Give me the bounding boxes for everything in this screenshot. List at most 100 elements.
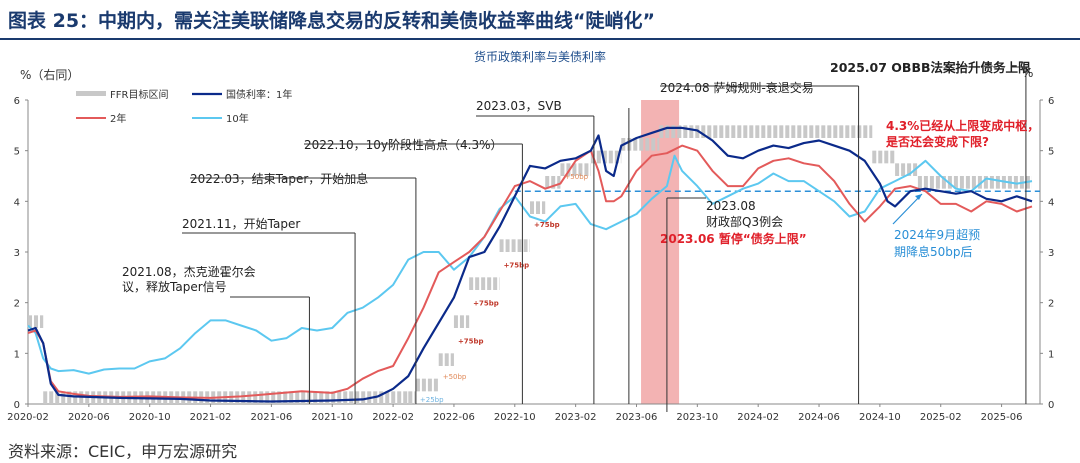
- ffr-range-block: [277, 391, 282, 404]
- title-bar: 图表 25：中期内，需关注美联储降息交易的反转和美债收益率曲线“陡峭化”: [0, 0, 1080, 40]
- ffr-range-block: [884, 150, 889, 164]
- ffr-range-block: [827, 125, 832, 138]
- ffr-range-block: [878, 150, 883, 164]
- ffr-range-block: [560, 163, 565, 176]
- ffr-range-block: [517, 239, 522, 252]
- ffr-range-block: [67, 391, 72, 404]
- annotation-red-question-line2: 是否还会变成下限?: [885, 134, 989, 149]
- hike-label: +50bp: [564, 173, 588, 181]
- ffr-range-block: [403, 391, 408, 404]
- ffr-range-block: [683, 125, 688, 138]
- ffr-range-block: [797, 125, 802, 138]
- ffr-range-block: [49, 391, 54, 404]
- hike-label: +75bp: [534, 221, 560, 229]
- ffr-range-block: [895, 163, 900, 176]
- hike-label: +75bp: [473, 300, 499, 308]
- ffr-range-block: [761, 125, 766, 138]
- ffr-range-block: [833, 125, 838, 138]
- annotation-blue-arrowhead: [915, 194, 922, 200]
- ffr-range-block: [995, 176, 1000, 189]
- ffr-range-block: [713, 125, 718, 138]
- ffr-range-block: [289, 391, 294, 404]
- x-tick-label: 2022-10: [494, 412, 536, 423]
- ffr-range-block: [505, 239, 510, 252]
- ffr-range-block: [459, 315, 464, 328]
- ffr-range-block: [545, 176, 550, 189]
- ffr-range-block: [391, 391, 396, 404]
- title-rule: [0, 38, 1080, 40]
- y-tick-label-left: 1: [14, 349, 20, 360]
- ffr-range-block: [869, 125, 873, 138]
- ffr-range-block: [414, 391, 416, 404]
- ffr-range-block: [542, 201, 546, 214]
- x-tick-label: 2024-10: [859, 412, 901, 423]
- ffr-range-block: [665, 125, 670, 138]
- ffr-range-block: [785, 125, 790, 138]
- ffr-range-block: [901, 163, 906, 176]
- ffr-range-block: [28, 315, 32, 328]
- ffr-range-block: [433, 378, 438, 392]
- ffr-range-block: [397, 391, 402, 404]
- ffr-range-block: [749, 125, 754, 138]
- ffr-range-block: [408, 391, 413, 404]
- ffr-range-block: [989, 176, 994, 189]
- hike-label: +25bp: [420, 396, 444, 404]
- ffr-range-block: [572, 163, 577, 176]
- ffr-range-block: [651, 138, 656, 151]
- ffr-range-block: [671, 125, 676, 138]
- annotation-blue-line1: 2024年9月超预: [894, 227, 980, 242]
- y-tick-label-left: 3: [14, 248, 20, 259]
- ffr-range-block: [689, 125, 694, 138]
- ffr-range-block: [657, 138, 660, 151]
- annotation-2023-08-line2: 财政部Q3例会: [706, 214, 783, 229]
- x-tick-label: 2020-06: [68, 412, 110, 423]
- ffr-range-block: [639, 138, 644, 151]
- ffr-range-block: [34, 315, 38, 328]
- ffr-range-block: [530, 201, 534, 214]
- ffr-range-block: [755, 125, 760, 138]
- ffr-range-block: [863, 125, 868, 138]
- ffr-range-block: [557, 176, 561, 189]
- ffr-range-block: [438, 353, 443, 366]
- ffr-range-block: [614, 150, 619, 164]
- y-tick-label-left: 0: [14, 400, 20, 411]
- ffr-range-block: [719, 125, 724, 138]
- y-tick-label-right: 4: [1048, 197, 1054, 208]
- ffr-range-block: [633, 138, 638, 151]
- annotation-2023-03-text: 2023.03，SVB: [476, 99, 562, 113]
- ffr-range-block: [923, 176, 928, 189]
- legend-ffr-swatch: [76, 91, 106, 96]
- ffr-range-block: [596, 150, 601, 164]
- ffr-range-block: [481, 277, 486, 290]
- ffr-range-block: [427, 378, 432, 392]
- ffr-range-block: [469, 277, 474, 290]
- ffr-range-block: [965, 176, 970, 189]
- ffr-range-block: [61, 391, 66, 404]
- ffr-range-block: [536, 201, 540, 214]
- x-tick-label: 2022-06: [433, 412, 475, 423]
- ffr-range-block: [701, 125, 706, 138]
- ffr-range-block: [453, 315, 458, 328]
- ffr-range-block: [737, 125, 742, 138]
- ffr-range-block: [295, 391, 300, 404]
- ffr-range-block: [803, 125, 808, 138]
- ffr-range-block: [602, 150, 607, 164]
- y-tick-label-right: 3: [1048, 248, 1054, 259]
- ffr-range-block: [551, 176, 556, 189]
- ffr-range-block: [959, 176, 964, 189]
- ffr-range-block: [73, 391, 78, 404]
- ffr-range-block: [523, 239, 528, 252]
- ffr-range-block: [677, 125, 682, 138]
- x-tick-label: 2023-06: [616, 412, 658, 423]
- legend-y2-label: 2年: [110, 112, 126, 125]
- ffr-range-block: [845, 125, 850, 138]
- annotation-2021-08-line2: 议，释放Taper信号: [122, 279, 227, 294]
- ffr-range-block: [1013, 176, 1018, 189]
- y-tick-label-right: 0: [1048, 400, 1054, 411]
- ffr-range-block: [907, 163, 912, 176]
- ffr-range-block: [283, 391, 288, 404]
- y-tick-label-right: 1: [1048, 349, 1054, 360]
- ffr-range-block: [379, 391, 384, 404]
- ffr-range-block: [773, 125, 778, 138]
